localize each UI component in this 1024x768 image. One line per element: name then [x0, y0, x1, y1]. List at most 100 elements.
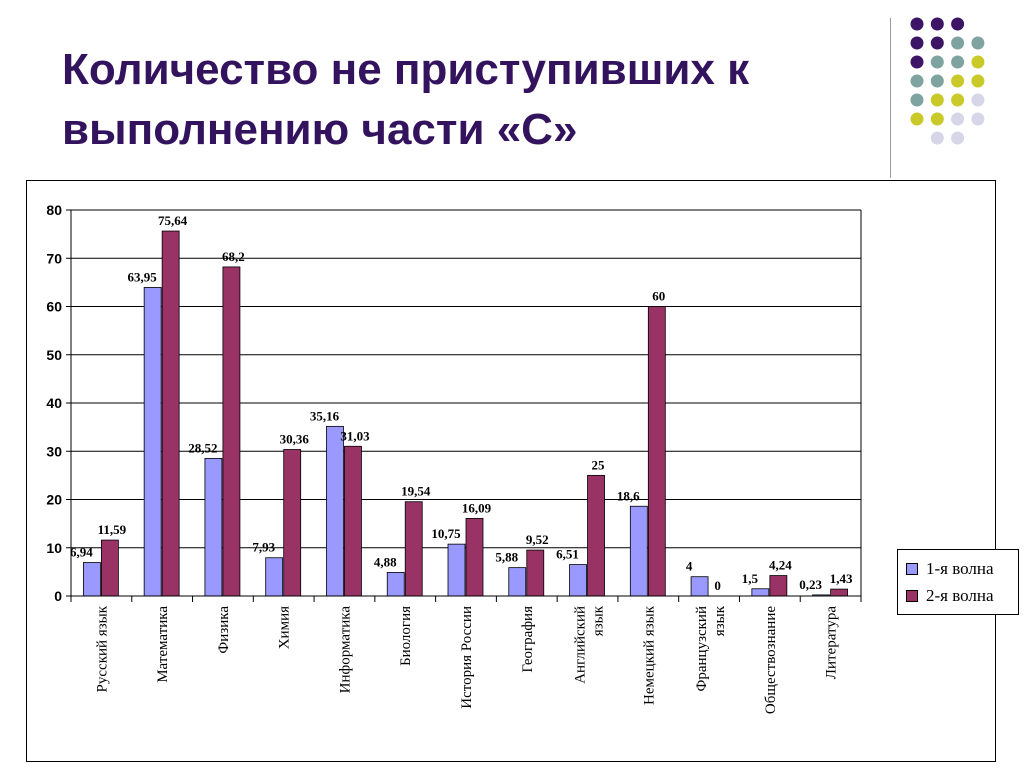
svg-text:Физика: Физика [216, 606, 232, 654]
legend-item-series2: 2-я волна [906, 585, 994, 607]
x-tick-label: Физика [216, 606, 232, 654]
data-label-series1: 7,93 [252, 540, 275, 555]
bar-series1 [508, 567, 527, 597]
decorative-dot [951, 112, 965, 126]
x-tick-label: Французский язык [694, 605, 728, 691]
data-label-series2: 30,36 [280, 432, 310, 447]
data-label-series1: 0,23 [799, 577, 822, 592]
y-tick-label: 80 [46, 202, 62, 218]
decorative-dot [930, 131, 944, 145]
bar-series2 [222, 266, 241, 597]
data-label-series1: 6,94 [70, 545, 93, 560]
data-label-series1: 63,95 [128, 269, 158, 284]
decorative-dot [971, 36, 985, 50]
bar-series1 [447, 543, 466, 597]
decorative-dot [951, 17, 965, 31]
svg-text:Химия: Химия [277, 606, 293, 649]
decorative-dot [910, 55, 924, 69]
svg-text:Литература: Литература [824, 606, 840, 680]
decorative-dot [951, 74, 965, 88]
decorative-dot [910, 17, 924, 31]
data-label-series1: 10,75 [431, 526, 461, 541]
bar-series1 [569, 564, 587, 597]
x-tick-label: Биология [398, 606, 414, 666]
data-label-series1: 4 [686, 559, 693, 574]
y-tick-label: 60 [46, 299, 62, 315]
data-label-series1: 1,5 [742, 571, 759, 586]
legend-swatch-series2 [906, 590, 918, 602]
svg-text:Информатика: Информатика [337, 606, 353, 694]
decorative-dot [971, 112, 985, 126]
decorative-dot [930, 112, 944, 126]
y-tick-label: 20 [46, 492, 62, 508]
legend-label-series2: 2-я волна [926, 586, 994, 605]
y-tick-label: 10 [46, 540, 62, 556]
data-label-series2: 11,59 [98, 522, 127, 537]
bar-series1 [326, 425, 344, 597]
bar-series1 [629, 505, 648, 597]
x-tick-label: География [520, 606, 536, 673]
chart-frame: 0 10 20 30 40 50 60 70 80 6,94 11,59 Русский язык 63… [26, 180, 1019, 762]
data-label-series2: 31,03 [340, 428, 370, 443]
bar-series2 [647, 306, 666, 597]
data-label-series2: 19,54 [401, 484, 431, 499]
data-label-series2: 60 [652, 289, 665, 304]
decorative-dot [951, 55, 965, 69]
data-label-series1: 6,51 [556, 547, 579, 562]
x-tick-label: Химия [277, 606, 293, 649]
bar-series1 [204, 457, 223, 597]
decorative-dot [951, 131, 965, 145]
bar-series2 [769, 575, 788, 597]
y-tick-label: 50 [46, 347, 62, 363]
bar-series1 [265, 557, 284, 597]
x-tick-label: Немецкий язык [641, 605, 657, 705]
bar-series2 [830, 588, 849, 597]
decorative-dot [930, 36, 944, 50]
bar-series1 [82, 562, 101, 597]
bar-series2 [161, 230, 180, 597]
slide-title: Количество не приступивших к выполнению … [62, 45, 750, 154]
data-label-series2: 25 [592, 457, 606, 472]
decorative-dot [930, 55, 944, 69]
chart-legend: 1-я волна 2-я волна [897, 549, 1019, 615]
data-label-series1: 18,6 [617, 488, 640, 503]
bar-series1 [690, 576, 709, 597]
svg-text:Биология: Биология [398, 606, 414, 666]
svg-text:Обществознание: Обществознание [763, 606, 779, 714]
decorative-dot [910, 74, 924, 88]
data-label-series1: 28,52 [188, 440, 217, 455]
bar-series2 [526, 549, 545, 597]
x-tick-label: Математика [155, 606, 171, 683]
decorative-dot [971, 55, 985, 69]
decorative-dot [910, 93, 924, 107]
bar-series1 [143, 287, 162, 597]
decorative-dot [930, 17, 944, 31]
data-label-series1: 4,88 [374, 554, 397, 569]
x-tick-label: Информатика [337, 606, 353, 694]
bar-series1 [386, 572, 405, 597]
svg-text:Русский язык: Русский язык [94, 605, 110, 692]
svg-text:География: География [520, 606, 536, 673]
x-tick-label: История России [459, 606, 475, 709]
decorative-divider [890, 18, 891, 178]
data-label-series1: 5,88 [495, 550, 518, 565]
decorative-dot [930, 93, 944, 107]
data-label-series2: 0 [714, 578, 721, 593]
svg-text:Математика: Математика [155, 606, 171, 683]
bar-series1 [751, 588, 770, 597]
decorative-dot [910, 112, 924, 126]
data-label-series2: 75,64 [158, 213, 188, 228]
bar-series2 [283, 449, 302, 597]
svg-text:История России: История России [459, 606, 475, 709]
bar-series2 [344, 445, 362, 597]
decorative-dot [910, 36, 924, 50]
svg-text:Немецкий язык: Немецкий язык [641, 605, 657, 705]
decorative-dot [951, 36, 965, 50]
legend-item-series1: 1-я волна [906, 558, 994, 580]
data-label-series1: 35,16 [310, 408, 340, 423]
data-label-series2: 9,52 [526, 532, 549, 547]
legend-label-series1: 1-я волна [926, 559, 994, 578]
